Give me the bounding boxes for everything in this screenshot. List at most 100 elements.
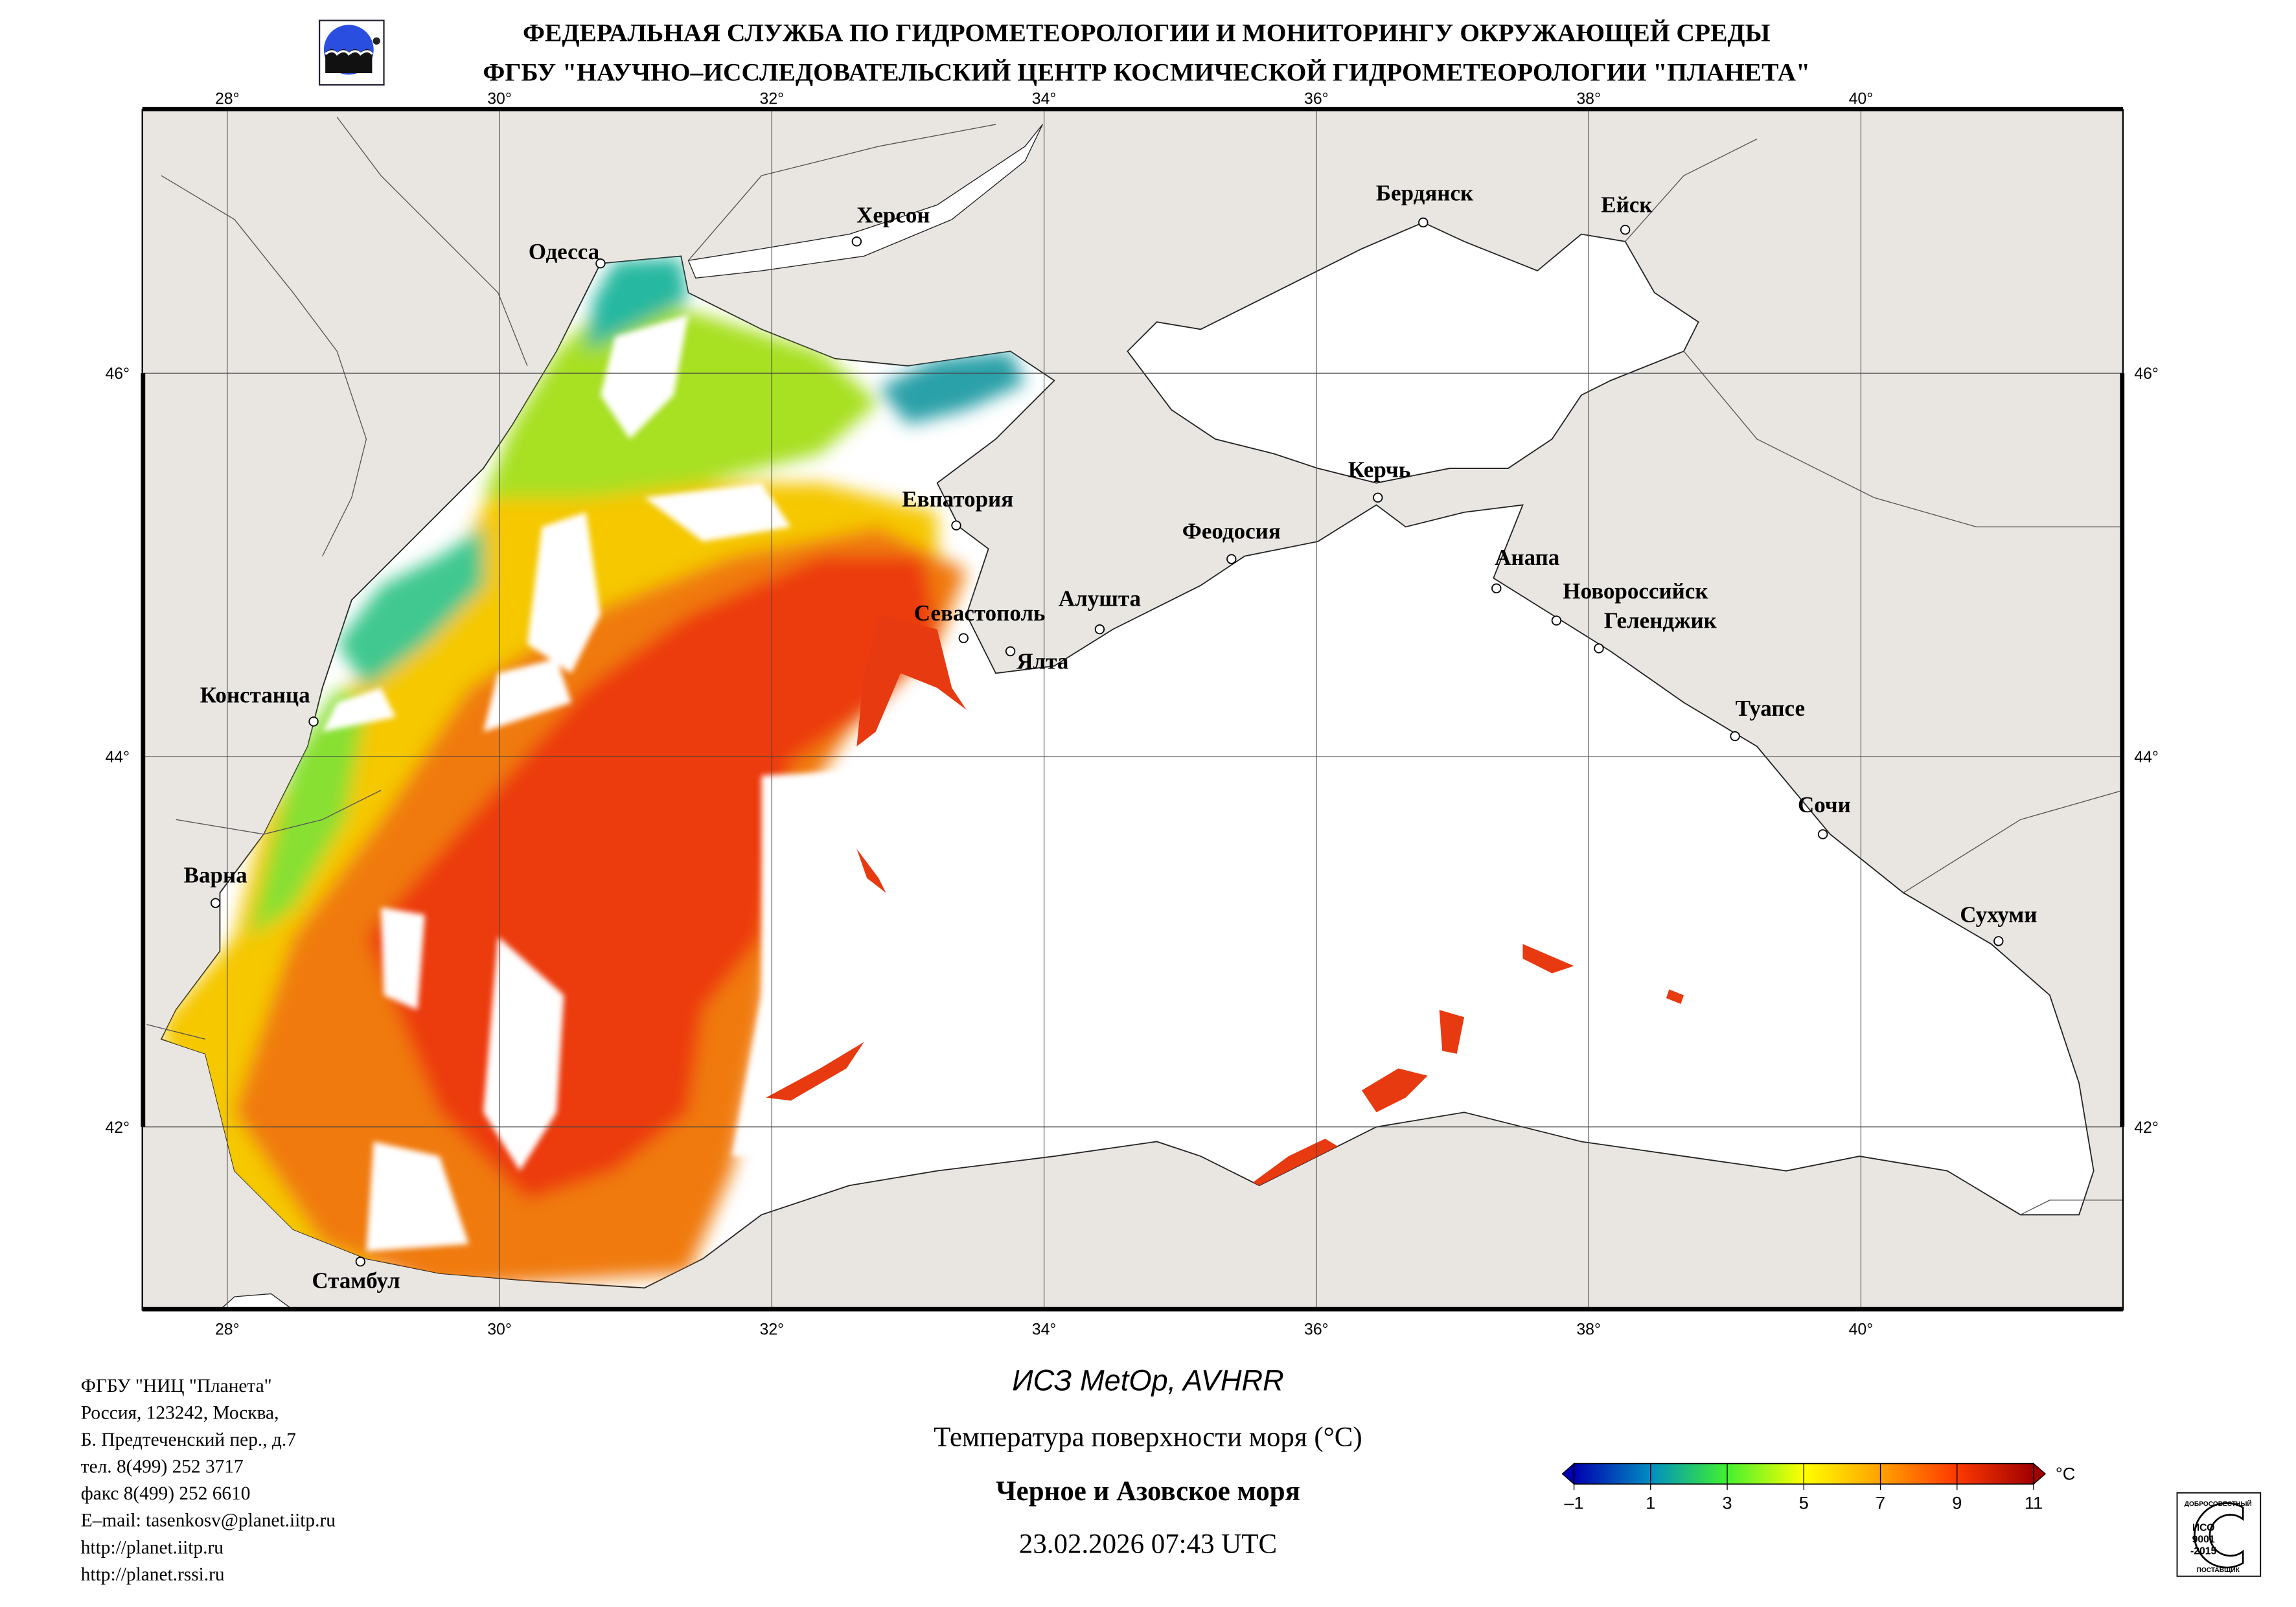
lat-label: 46° [2134,365,2159,383]
city-dot-icon [1373,492,1383,503]
city-dot-icon [1594,643,1604,654]
contact-line: ФГБУ "НИЦ "Планета" [81,1376,272,1396]
product-label: Температура поверхности моря (°C) [934,1422,1362,1452]
city-marker: Сухуми [1960,902,2037,946]
city-marker: Геленджик [1594,608,1717,654]
city-marker: Ялта [1005,646,1068,674]
city-dot-icon [1620,225,1631,235]
contact-line: Б. Предтеченский пер., д.7 [81,1430,296,1450]
city-marker: Евпатория [902,486,1013,530]
city-marker: Стамбул [312,1257,400,1293]
city-dot-icon [1730,731,1740,742]
planeta-logo [318,19,385,86]
contact-line: http://planet.iitp.ru [81,1537,224,1558]
colorbar-high-arrow [2033,1463,2047,1485]
city-marker: Бердянск [1376,181,1474,228]
city-label: Туапсе [1736,696,1805,721]
contact-block: ФГБУ "НИЦ "Планета" Россия, 123242, Москв… [81,1376,336,1585]
borders [146,117,2123,1216]
lon-label: 36° [1304,90,1329,108]
svg-text:ПОСТАВЩИК: ПОСТАВЩИК [2197,1567,2240,1574]
city-label: Сочи [1798,792,1851,817]
city-label: Ейск [1601,192,1653,218]
dnieper-estuary [687,124,1043,279]
contact-line: http://planet.rssi.ru [81,1564,225,1585]
city-marker: Сочи [1798,792,1851,839]
sea-of-azov [1127,222,1699,484]
lon-label: 40° [1849,90,1874,108]
colorbar-low-arrow [1561,1463,1575,1485]
header-agency: ФЕДЕРАЛЬНАЯ СЛУЖБА ПО ГИДРОМЕТЕОРОЛОГИИ … [523,18,1771,47]
city-dot-icon [958,633,969,643]
city-label: Новороссийск [1563,578,1708,604]
city-markers: Одесса Херсон Бердянск Ейск Евпатория Керчь Фе… [184,181,2038,1294]
frame-thick-edges [141,106,2125,1312]
satellite-label: ИСЗ MetOp, AVHRR [1012,1364,1283,1397]
lon-label: 38° [1576,1321,1601,1339]
city-label: Севастополь [914,600,1046,626]
city-dot-icon [1491,583,1502,594]
city-dot-icon [308,716,319,727]
lat-label: 42° [2134,1119,2159,1137]
city-label: Херсон [856,202,930,227]
lon-label: 28° [215,1321,240,1339]
lon-label: 38° [1576,90,1601,108]
city-dot-icon [1005,646,1016,657]
city-dot-icon [210,898,221,908]
svg-text:ИСО: ИСО [2192,1523,2215,1534]
city-marker: Констанца [200,683,319,727]
lon-label: 36° [1304,1321,1329,1339]
svg-text:9001: 9001 [2192,1534,2215,1545]
city-label: Керчь [1348,457,1410,483]
colorbar-tick-label: –1 [1564,1493,1583,1513]
city-dot-icon [951,520,961,530]
lon-label: 32° [760,90,785,108]
svg-text:ДОБРОСОВЕСТНЫЙ: ДОБРОСОВЕСТНЫЙ [2185,1499,2252,1508]
colorbar-tick-label: 5 [1799,1493,1809,1513]
city-dot-icon [595,258,606,269]
city-label: Стамбул [312,1268,400,1293]
city-marker: Феодосия [1182,519,1281,564]
city-label: Бердянск [1376,181,1474,206]
city-marker: Керчь [1348,457,1410,503]
datetime-label: 23.02.2026 07:43 UTC [1019,1529,1277,1559]
city-label: Анапа [1495,545,1559,570]
city-dot-icon [1094,624,1105,635]
lon-label: 30° [487,90,512,108]
colorbar-unit: °C [2056,1463,2075,1483]
svg-text:-2015: -2015 [2190,1546,2217,1557]
header-center: ФГБУ "НАУЧНО–ИССЛЕДОВАТЕЛЬСКИЙ ЦЕНТР КОС… [483,58,1810,86]
city-dot-icon [1817,829,1828,839]
city-marker: Новороссийск [1551,578,1708,626]
lat-label: 46° [105,365,130,383]
lon-label: 34° [1032,1321,1057,1339]
lon-label: 40° [1849,1321,1874,1339]
lon-label: 30° [487,1321,512,1339]
contact-line: E–mail: tasenkosv@planet.iitp.ru [81,1510,336,1531]
iso-9001-badge: ДОБРОСОВЕСТНЫЙ ИСО 9001 -2015 ПОСТАВЩИК [2176,1492,2262,1577]
graticule [142,109,2123,1310]
lon-label: 32° [760,1321,785,1339]
city-marker: Херсон [851,202,930,247]
lon-label: 28° [215,90,240,108]
region-label: Черное и Азовское моря [996,1476,1300,1507]
city-dot-icon [1418,217,1429,228]
sst-field [161,257,1684,1288]
lat-label: 44° [2134,749,2159,766]
city-marker: Ейск [1601,192,1653,235]
city-dot-icon [1551,615,1562,626]
colorbar-tick-label: 9 [1952,1493,1962,1513]
contact-line: тел. 8(499) 252 3717 [81,1457,244,1477]
city-dot-icon [851,236,862,247]
lat-label: 44° [105,749,130,766]
graticule-labels: 28° 28° 30° 30° 32° 32° 34° 34° 36° 36° 38° 38° 40° 4… [105,90,2158,1338]
city-marker: Алушта [1059,586,1141,635]
sea-of-marmara [219,1293,294,1310]
colorbar-tick-label: 1 [1646,1493,1655,1513]
city-marker: Севастополь [914,600,1046,643]
city-dot-icon [1993,936,2004,946]
city-label: Варна [184,863,247,888]
contact-line: Россия, 123242, Москва, [81,1402,279,1423]
city-marker: Туапсе [1730,696,1805,742]
